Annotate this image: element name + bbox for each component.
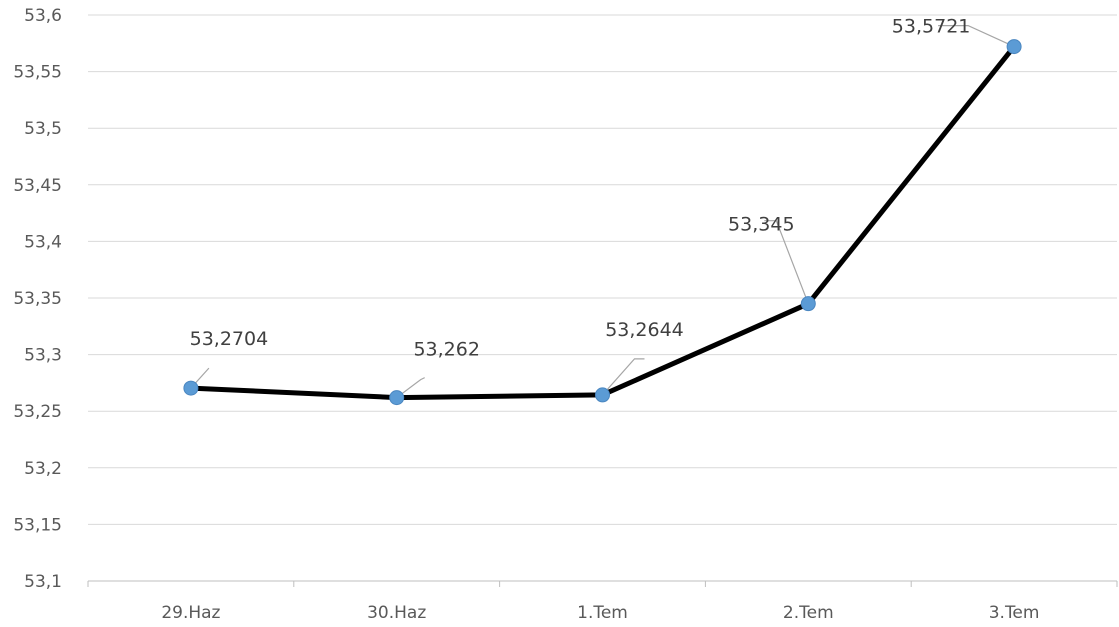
y-tick-label: 53,5	[24, 119, 62, 139]
data-point-marker	[389, 390, 405, 406]
y-tick-label: 53,6	[24, 6, 62, 26]
data-point-marker	[595, 387, 610, 403]
x-tick-label: 29.Haz	[161, 603, 220, 623]
y-tick-label: 53,45	[13, 176, 62, 196]
data-label-leaders	[190, 25, 1015, 399]
series-line	[188, 44, 1017, 401]
data-labels: 53,2704 53,262 53,2644 53,345 53,5721	[190, 16, 971, 361]
data-label: 53,345	[728, 214, 794, 236]
x-axis-tick-labels: 29.Haz 30.Haz 1.Tem 2.Tem 3.Tem	[161, 603, 1039, 623]
y-tick-label: 53,4	[24, 232, 62, 252]
y-tick-label: 53,55	[13, 63, 62, 83]
data-label-leader	[764, 220, 809, 304]
y-tick-label: 53,3	[24, 346, 62, 366]
x-tick-label: 1.Tem	[577, 603, 628, 623]
data-label: 53,2704	[190, 328, 269, 350]
data-label-leader	[938, 25, 1015, 48]
x-axis	[87, 580, 1118, 587]
x-tick-label: 3.Tem	[989, 603, 1040, 623]
x-tick-label: 30.Haz	[367, 603, 426, 623]
x-tick-label: 2.Tem	[783, 603, 834, 623]
y-tick-label: 53,15	[13, 515, 62, 535]
y-tick-label: 53,2	[24, 459, 62, 479]
data-label: 53,2644	[605, 319, 684, 341]
data-point-marker	[183, 380, 199, 396]
y-tick-label: 53,25	[13, 402, 62, 422]
data-point-markers	[183, 39, 1022, 406]
y-tick-label: 53,35	[13, 289, 62, 309]
data-label: 53,5721	[892, 16, 971, 38]
data-point-marker	[800, 296, 816, 312]
data-point-marker	[1006, 39, 1022, 55]
data-label-leader	[602, 358, 645, 396]
gridlines	[88, 14, 1117, 525]
y-tick-label: 53,1	[24, 572, 62, 592]
data-label-leader	[396, 377, 425, 399]
y-axis-tick-labels: 53,1 53,15 53,2 53,25 53,3 53,35 53,4 53,45 53,5…	[13, 6, 62, 592]
data-label: 53,262	[413, 339, 479, 361]
series-line-group	[188, 44, 1017, 401]
